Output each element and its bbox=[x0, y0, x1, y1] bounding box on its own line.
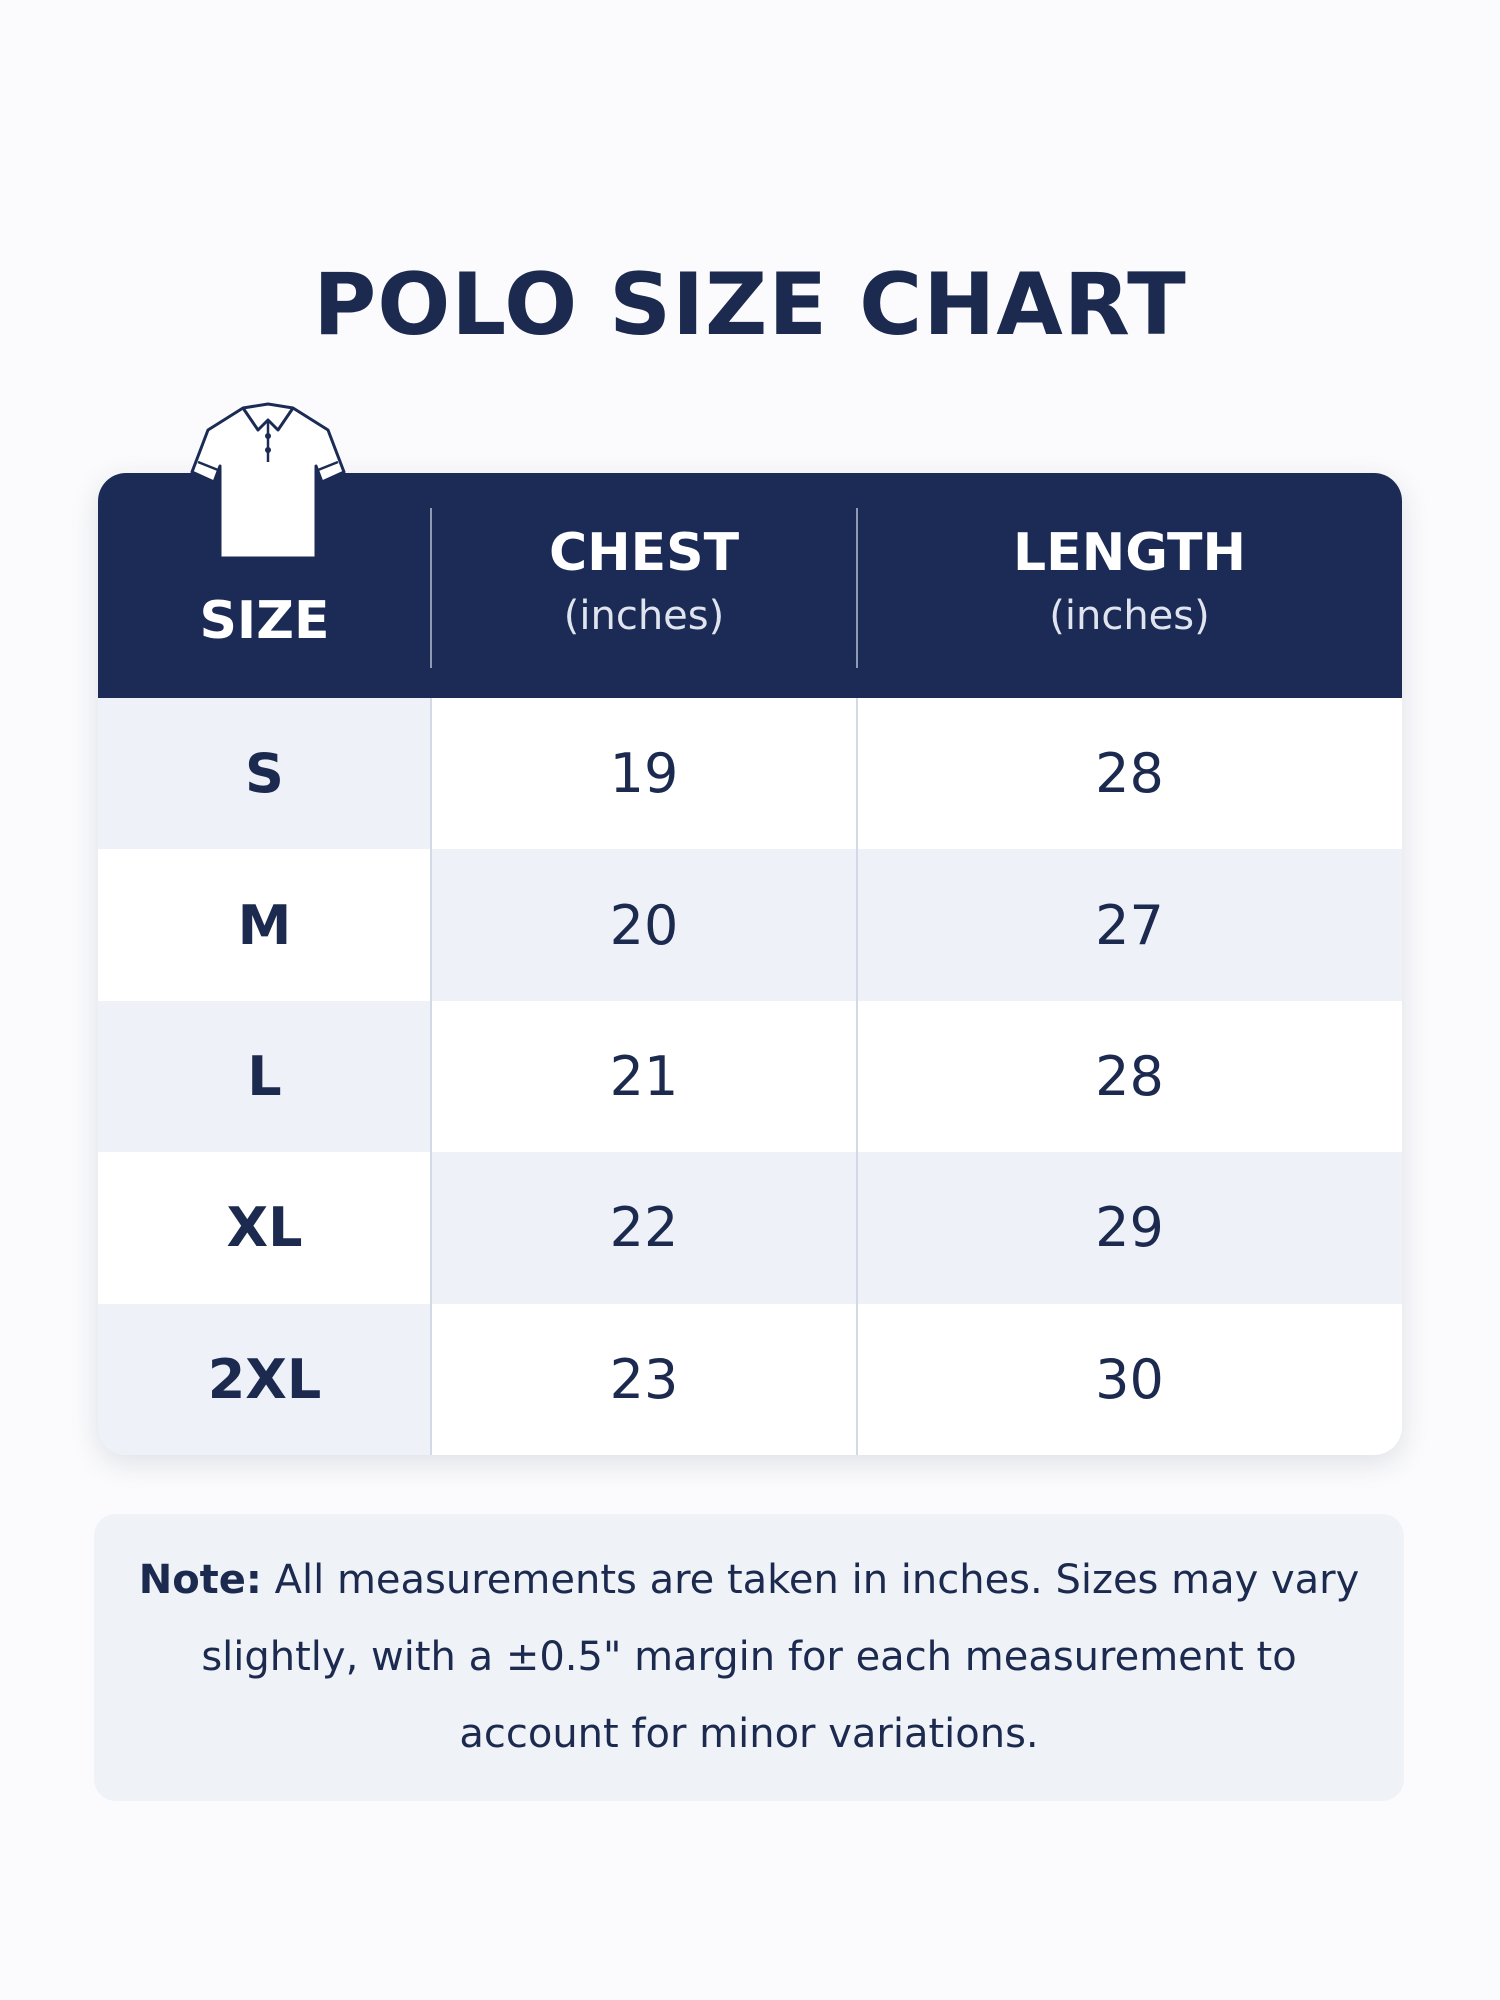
header-divider bbox=[856, 508, 858, 668]
size-cell: M bbox=[237, 893, 292, 957]
value-cell: 28 bbox=[1095, 1044, 1164, 1108]
value-cell: 21 bbox=[609, 1044, 679, 1108]
column-unit: (inches) bbox=[563, 593, 725, 639]
value-cell: 20 bbox=[431, 849, 857, 1001]
value-cell: 19 bbox=[609, 742, 679, 806]
size-table: SIZE CHEST (inches) LENGTH (inches) S 19 28 M 20… bbox=[98, 473, 1402, 1455]
note-label: Note: bbox=[138, 1557, 262, 1603]
value-cell: 23 bbox=[609, 1347, 679, 1411]
value-cell: 22 bbox=[431, 1152, 857, 1304]
value-cell: 28 bbox=[1095, 742, 1164, 806]
note-text: All measurements are taken in inches. Si… bbox=[201, 1557, 1360, 1757]
table-header: SIZE CHEST (inches) LENGTH (inches) bbox=[98, 473, 1402, 698]
value-cell: 27 bbox=[857, 849, 1402, 1001]
header-divider bbox=[430, 508, 432, 668]
column-header: CHEST (inches) bbox=[431, 473, 857, 698]
value-cell: 30 bbox=[1095, 1347, 1164, 1411]
column-divider bbox=[856, 698, 858, 1455]
note-box: Note: All measurements are taken in inch… bbox=[94, 1514, 1404, 1801]
title: POLO SIZE CHART bbox=[313, 255, 1187, 355]
column-label: CHEST bbox=[548, 523, 740, 583]
size-cell: L bbox=[98, 1000, 431, 1153]
column-header: LENGTH (inches) bbox=[857, 473, 1402, 698]
size-cell: XL bbox=[226, 1196, 303, 1260]
column-label: SIZE bbox=[199, 591, 330, 651]
size-cell: 2XL bbox=[98, 1303, 431, 1455]
note: Note: All measurements are taken in inch… bbox=[134, 1542, 1364, 1773]
column-label: LENGTH bbox=[1013, 523, 1246, 583]
column-divider bbox=[430, 698, 432, 1455]
column-unit: (inches) bbox=[1049, 593, 1210, 639]
value-cell: 29 bbox=[857, 1152, 1402, 1304]
polo-icon bbox=[190, 402, 346, 560]
column-header: SIZE bbox=[98, 473, 431, 698]
size-cell: S bbox=[98, 698, 431, 850]
